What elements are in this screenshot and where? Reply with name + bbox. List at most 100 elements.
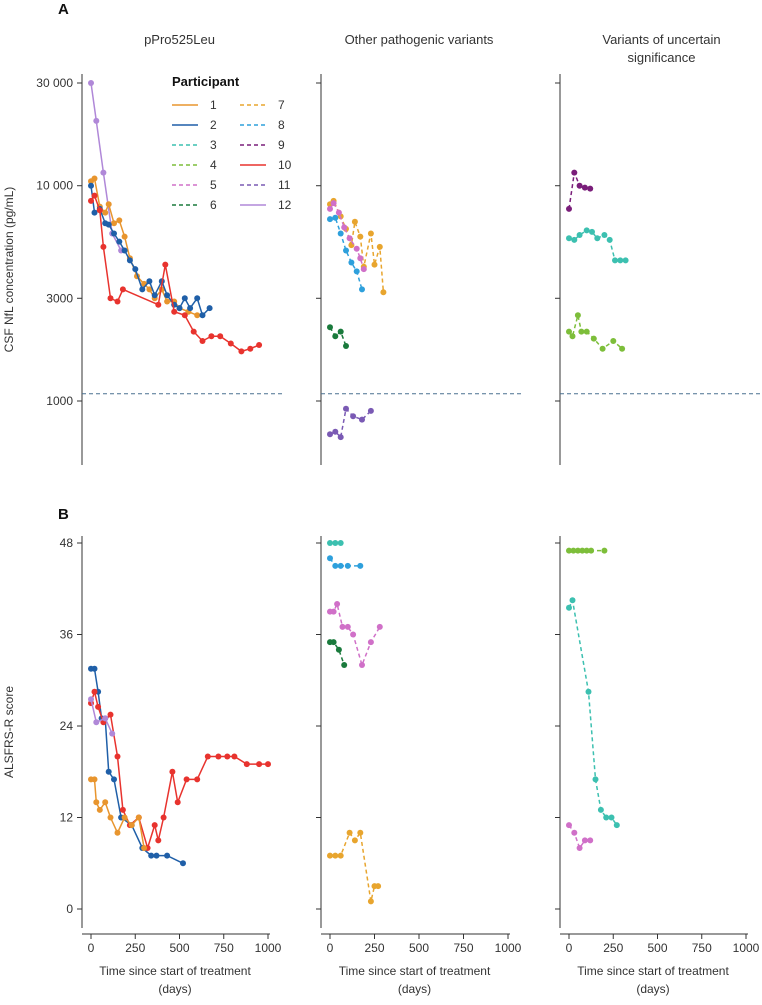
- y-tick-label: 1000: [46, 394, 73, 408]
- data-point-participant-8: [337, 562, 344, 569]
- data-point-participant-5: [346, 235, 353, 242]
- data-point-participant-4: [574, 547, 581, 554]
- x-tick-label: 750: [453, 941, 473, 955]
- data-point-participant-10: [88, 197, 94, 204]
- data-point-participant-5: [344, 623, 351, 630]
- legend-label-participant-12: 12: [278, 198, 292, 212]
- data-point-participant-1: [93, 799, 100, 806]
- data-point-participant-7: [357, 233, 364, 240]
- data-point-participant-8: [353, 268, 360, 275]
- data-point-participant-5: [576, 845, 583, 851]
- data-point-participant-7: [332, 852, 339, 859]
- data-point-participant-1: [102, 209, 109, 216]
- x-tick-label: 750: [692, 941, 712, 955]
- data-point-participant-10: [96, 207, 103, 214]
- x-tick-label: 1000: [255, 941, 282, 955]
- column-title: Variants of uncertain: [602, 32, 720, 47]
- data-point-participant-4: [588, 547, 595, 554]
- data-point-participant-7: [327, 852, 333, 859]
- data-point-participant-4: [574, 312, 581, 319]
- data-point-participant-3: [601, 232, 608, 238]
- data-point-participant-1: [102, 799, 109, 806]
- data-point-participant-10: [247, 345, 254, 352]
- data-point-participant-2: [187, 305, 194, 312]
- data-point-participant-4: [569, 333, 576, 340]
- column-title: Other pathogenic variants: [345, 32, 494, 47]
- data-point-participant-5: [357, 255, 364, 262]
- legend-label-participant-10: 10: [278, 158, 292, 172]
- y-tick-label: 36: [60, 628, 74, 642]
- y-tick-label: 30 000: [36, 76, 73, 90]
- data-point-participant-2: [132, 266, 139, 273]
- data-point-participant-10: [238, 348, 245, 355]
- data-point-participant-12: [93, 117, 100, 124]
- data-point-participant-4: [590, 335, 597, 342]
- data-point-participant-10: [160, 814, 167, 821]
- data-point-participant-8: [357, 562, 364, 569]
- data-point-participant-10: [95, 703, 102, 710]
- data-point-participant-10: [190, 328, 197, 335]
- data-point-participant-4: [601, 547, 608, 554]
- data-point-participant-10: [114, 298, 121, 305]
- data-point-participant-4: [579, 547, 586, 554]
- panel-letter-B: B: [58, 506, 69, 523]
- data-point-participant-10: [256, 761, 263, 768]
- data-point-participant-2: [176, 305, 183, 312]
- data-point-participant-2: [111, 230, 117, 237]
- legend-label-participant-3: 3: [210, 138, 217, 152]
- data-point-participant-2: [88, 182, 94, 189]
- y-tick-label: 3000: [46, 291, 73, 305]
- data-point-participant-10: [107, 711, 114, 718]
- data-point-participant-5: [587, 837, 594, 844]
- data-point-participant-1: [116, 217, 123, 224]
- data-point-participant-7: [367, 898, 374, 905]
- data-point-participant-4: [566, 547, 572, 554]
- legend-title: Participant: [172, 74, 240, 89]
- data-point-participant-5: [327, 205, 333, 212]
- data-point-participant-10: [265, 761, 271, 768]
- data-point-participant-6: [327, 324, 333, 331]
- y-tick-label: 10 000: [36, 179, 73, 193]
- data-point-participant-4: [610, 338, 617, 344]
- data-point-participant-10: [215, 753, 222, 760]
- data-point-participant-3: [337, 540, 344, 546]
- x-axis-label: (days): [398, 982, 431, 996]
- data-point-participant-3: [606, 236, 613, 243]
- series-line-participant-3: [568, 597, 618, 826]
- data-point-participant-10: [169, 768, 176, 775]
- data-point-participant-8: [332, 214, 339, 221]
- data-point-participant-10: [183, 776, 190, 783]
- data-point-participant-6: [330, 639, 337, 646]
- data-point-participant-5: [335, 209, 342, 216]
- data-point-participant-1: [114, 829, 121, 836]
- data-point-participant-7: [371, 261, 378, 268]
- data-point-participant-7: [380, 289, 387, 296]
- data-point-participant-2: [116, 238, 123, 245]
- data-point-participant-6: [341, 662, 348, 668]
- data-point-participant-7: [337, 852, 344, 859]
- data-point-participant-10: [227, 340, 234, 347]
- data-point-participant-10: [199, 338, 206, 344]
- data-point-participant-2: [121, 247, 128, 254]
- series-line-participant-10: [90, 688, 268, 851]
- data-point-participant-2: [181, 295, 188, 302]
- data-point-participant-1: [121, 233, 128, 240]
- data-point-participant-3: [613, 822, 620, 829]
- y-tick-label: 12: [60, 811, 74, 825]
- x-axis-label: (days): [636, 982, 669, 996]
- data-point-participant-1: [135, 814, 142, 821]
- legend-label-participant-1: 1: [210, 98, 217, 112]
- data-point-participant-3: [622, 257, 629, 264]
- data-point-participant-11: [359, 416, 365, 423]
- data-point-participant-1: [91, 776, 98, 783]
- y-axis-label: ALSFRS-R score: [2, 686, 16, 778]
- y-tick-label: 48: [60, 536, 74, 550]
- data-point-participant-2: [91, 209, 98, 216]
- data-point-participant-8: [348, 259, 355, 266]
- data-point-participant-4: [566, 328, 572, 335]
- data-point-participant-10: [151, 822, 158, 829]
- data-point-participant-12: [88, 80, 94, 86]
- data-point-participant-3: [597, 806, 604, 813]
- data-point-participant-2: [105, 221, 112, 228]
